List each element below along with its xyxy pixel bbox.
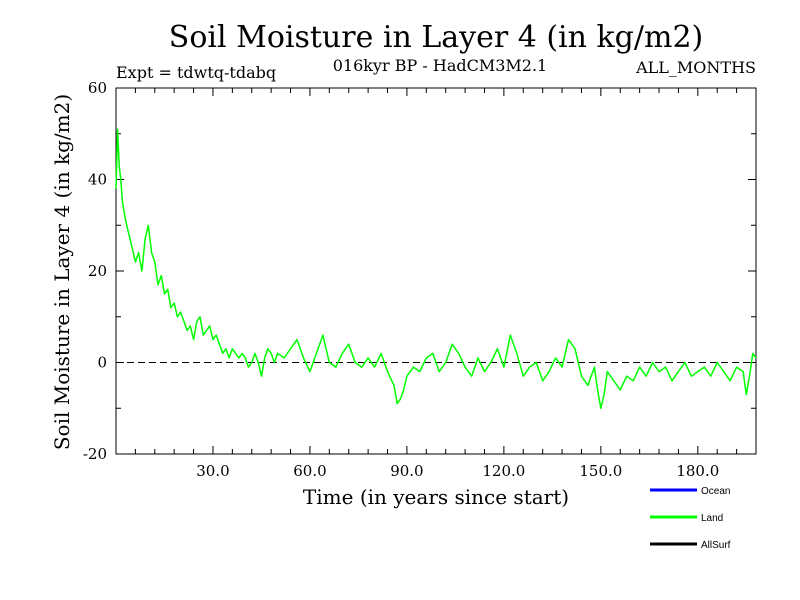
legend: Ocean Land AllSurf bbox=[650, 486, 731, 551]
legend-label-land: Land bbox=[701, 513, 723, 524]
model-label: 016kyr BP - HadCM3M2.1 bbox=[333, 56, 547, 75]
plot-border bbox=[115, 87, 757, 455]
x-tick-label: 120.0 bbox=[482, 462, 525, 480]
series-layer bbox=[115, 128, 757, 410]
months-label: ALL_MONTHS bbox=[635, 58, 756, 77]
y-tick-label: -20 bbox=[83, 445, 107, 463]
x-tick-label: 180.0 bbox=[676, 462, 719, 480]
plot-frame bbox=[115, 87, 757, 455]
y-axis: -20 0 20 40 60 bbox=[83, 79, 756, 463]
y-tick-label: 20 bbox=[88, 262, 107, 280]
x-tick-label: 60.0 bbox=[293, 462, 326, 480]
legend-label-allsurf: AllSurf bbox=[701, 540, 731, 551]
x-tick-label: 90.0 bbox=[390, 462, 423, 480]
x-axis-label: Time (in years since start) bbox=[303, 485, 569, 509]
x-tick-label: 150.0 bbox=[579, 462, 622, 480]
x-tick-label: 30.0 bbox=[196, 462, 229, 480]
legend-label-ocean: Ocean bbox=[701, 486, 730, 497]
experiment-label: Expt = tdwtq-tdabq bbox=[116, 63, 276, 82]
chart-title: Soil Moisture in Layer 4 (in kg/m2) bbox=[169, 20, 703, 55]
y-axis-label: Soil Moisture in Layer 4 (in kg/m2) bbox=[50, 94, 74, 450]
y-tick-label: 60 bbox=[88, 79, 107, 97]
series-line-land bbox=[115, 128, 757, 410]
y-tick-label: 40 bbox=[88, 171, 107, 189]
x-axis: 30.0 60.0 90.0 120.0 150.0 180.0 bbox=[134, 88, 738, 480]
y-tick-label: 0 bbox=[97, 354, 107, 372]
